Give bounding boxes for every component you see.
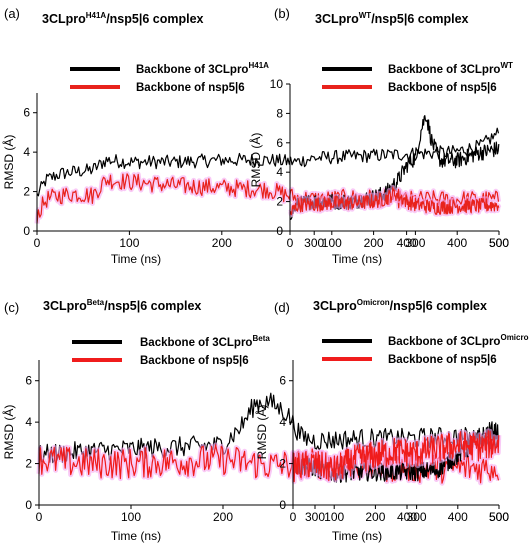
x-tick-label: 100 <box>119 236 139 250</box>
x-tick-label: 500 <box>489 510 509 524</box>
legend-entry: Backbone of nsp5|6 <box>140 355 249 367</box>
panel-label: (c) <box>4 300 19 315</box>
x-tick-label: 100 <box>322 236 342 250</box>
x-tick-label: 0 <box>34 236 41 250</box>
x-tick-label: 300 <box>305 510 325 524</box>
x-tick-label: 100 <box>121 510 141 524</box>
y-tick-label: 0 <box>25 498 32 512</box>
x-tick-label: 300 <box>304 236 324 250</box>
series-line-nsp5-6 <box>289 186 500 216</box>
x-tick-label: 0 <box>287 236 294 250</box>
y-tick-label: 4 <box>23 145 30 159</box>
y-tick-label: 6 <box>25 374 32 388</box>
x-tick-label: 0 <box>290 510 297 524</box>
x-tick-label: 300 <box>407 510 427 524</box>
y-tick-label: 2 <box>279 457 286 471</box>
legend-entry: Backbone of nsp5|6 <box>388 354 497 366</box>
y-tick-label: 4 <box>276 165 283 179</box>
y-tick-label: 2 <box>276 195 283 209</box>
panel-label: (b) <box>274 6 290 21</box>
x-tick-label: 200 <box>212 236 232 250</box>
legend-entry: Backbone of 3CLproOmicron <box>388 333 529 348</box>
y-axis-label: RMSD (Å) <box>1 135 16 190</box>
legend-entry: Backbone of nsp5|6 <box>136 82 245 94</box>
x-tick-label: 500 <box>489 236 509 250</box>
y-tick-label: 0 <box>279 498 286 512</box>
x-tick-label: 100 <box>324 510 344 524</box>
x-tick-label: 300 <box>405 236 425 250</box>
y-tick-label: 2 <box>23 185 30 199</box>
y-tick-label: 10 <box>270 77 284 91</box>
x-tick-label: 500 <box>489 510 509 524</box>
y-axis-label: RMSD (Å) <box>254 405 269 460</box>
y-tick-label: 8 <box>276 106 283 120</box>
legend-entry: Backbone of 3CLproBeta <box>140 334 270 349</box>
x-axis-label: Time (ns) <box>111 529 161 543</box>
x-axis-label: Time (ns) <box>332 529 382 543</box>
legend-entry: Backbone of nsp5|6 <box>388 82 497 94</box>
y-tick-label: 4 <box>279 415 286 429</box>
y-tick-label: 2 <box>25 457 32 471</box>
chart-panel-d: (d) 3CLproOmicron/nsp5|6 complex 0 100 200 30… <box>254 298 529 543</box>
legend-entry: Backbone of 3CLproH41A <box>136 61 269 76</box>
chart-title: 3CLproWT/nsp5|6 complex <box>315 11 469 26</box>
x-axis-label: Time (ns) <box>111 252 161 266</box>
x-tick-label: 400 <box>397 236 417 250</box>
series-line-protease <box>38 392 499 464</box>
y-tick-label: 0 <box>276 224 283 238</box>
y-axis-label: RMSD (Å) <box>1 405 16 460</box>
y-axis-label: RMSD (Å) <box>248 133 263 188</box>
x-tick-label: 400 <box>448 510 468 524</box>
x-tick-label: 200 <box>364 236 384 250</box>
x-axis-label: Time (ns) <box>332 252 382 266</box>
x-tick-label: 400 <box>447 236 467 250</box>
panel-label: (a) <box>4 6 20 21</box>
legend-entry: Backbone of 3CLproWT <box>388 61 513 76</box>
series-line-nsp5-6 <box>292 430 500 483</box>
chart-title: 3CLproBeta/nsp5|6 complex <box>43 298 201 313</box>
series-line-protease <box>36 127 500 197</box>
x-tick-label: 400 <box>397 510 417 524</box>
x-tick-label: 0 <box>36 510 43 524</box>
y-tick-label: 6 <box>279 374 286 388</box>
x-tick-label: 200 <box>213 510 233 524</box>
x-tick-label: 500 <box>489 236 509 250</box>
y-tick-label: 6 <box>276 136 283 150</box>
x-tick-label: 200 <box>365 510 385 524</box>
y-tick-label: 4 <box>25 415 32 429</box>
y-tick-label: 0 <box>23 224 30 238</box>
panel-label: (d) <box>274 300 290 315</box>
chart-title: 3CLproH41A/nsp5|6 complex <box>42 11 204 26</box>
y-tick-label: 6 <box>23 106 30 120</box>
chart-title: 3CLproOmicron/nsp5|6 complex <box>313 298 487 313</box>
series-line-nsp5-6 <box>36 173 500 224</box>
